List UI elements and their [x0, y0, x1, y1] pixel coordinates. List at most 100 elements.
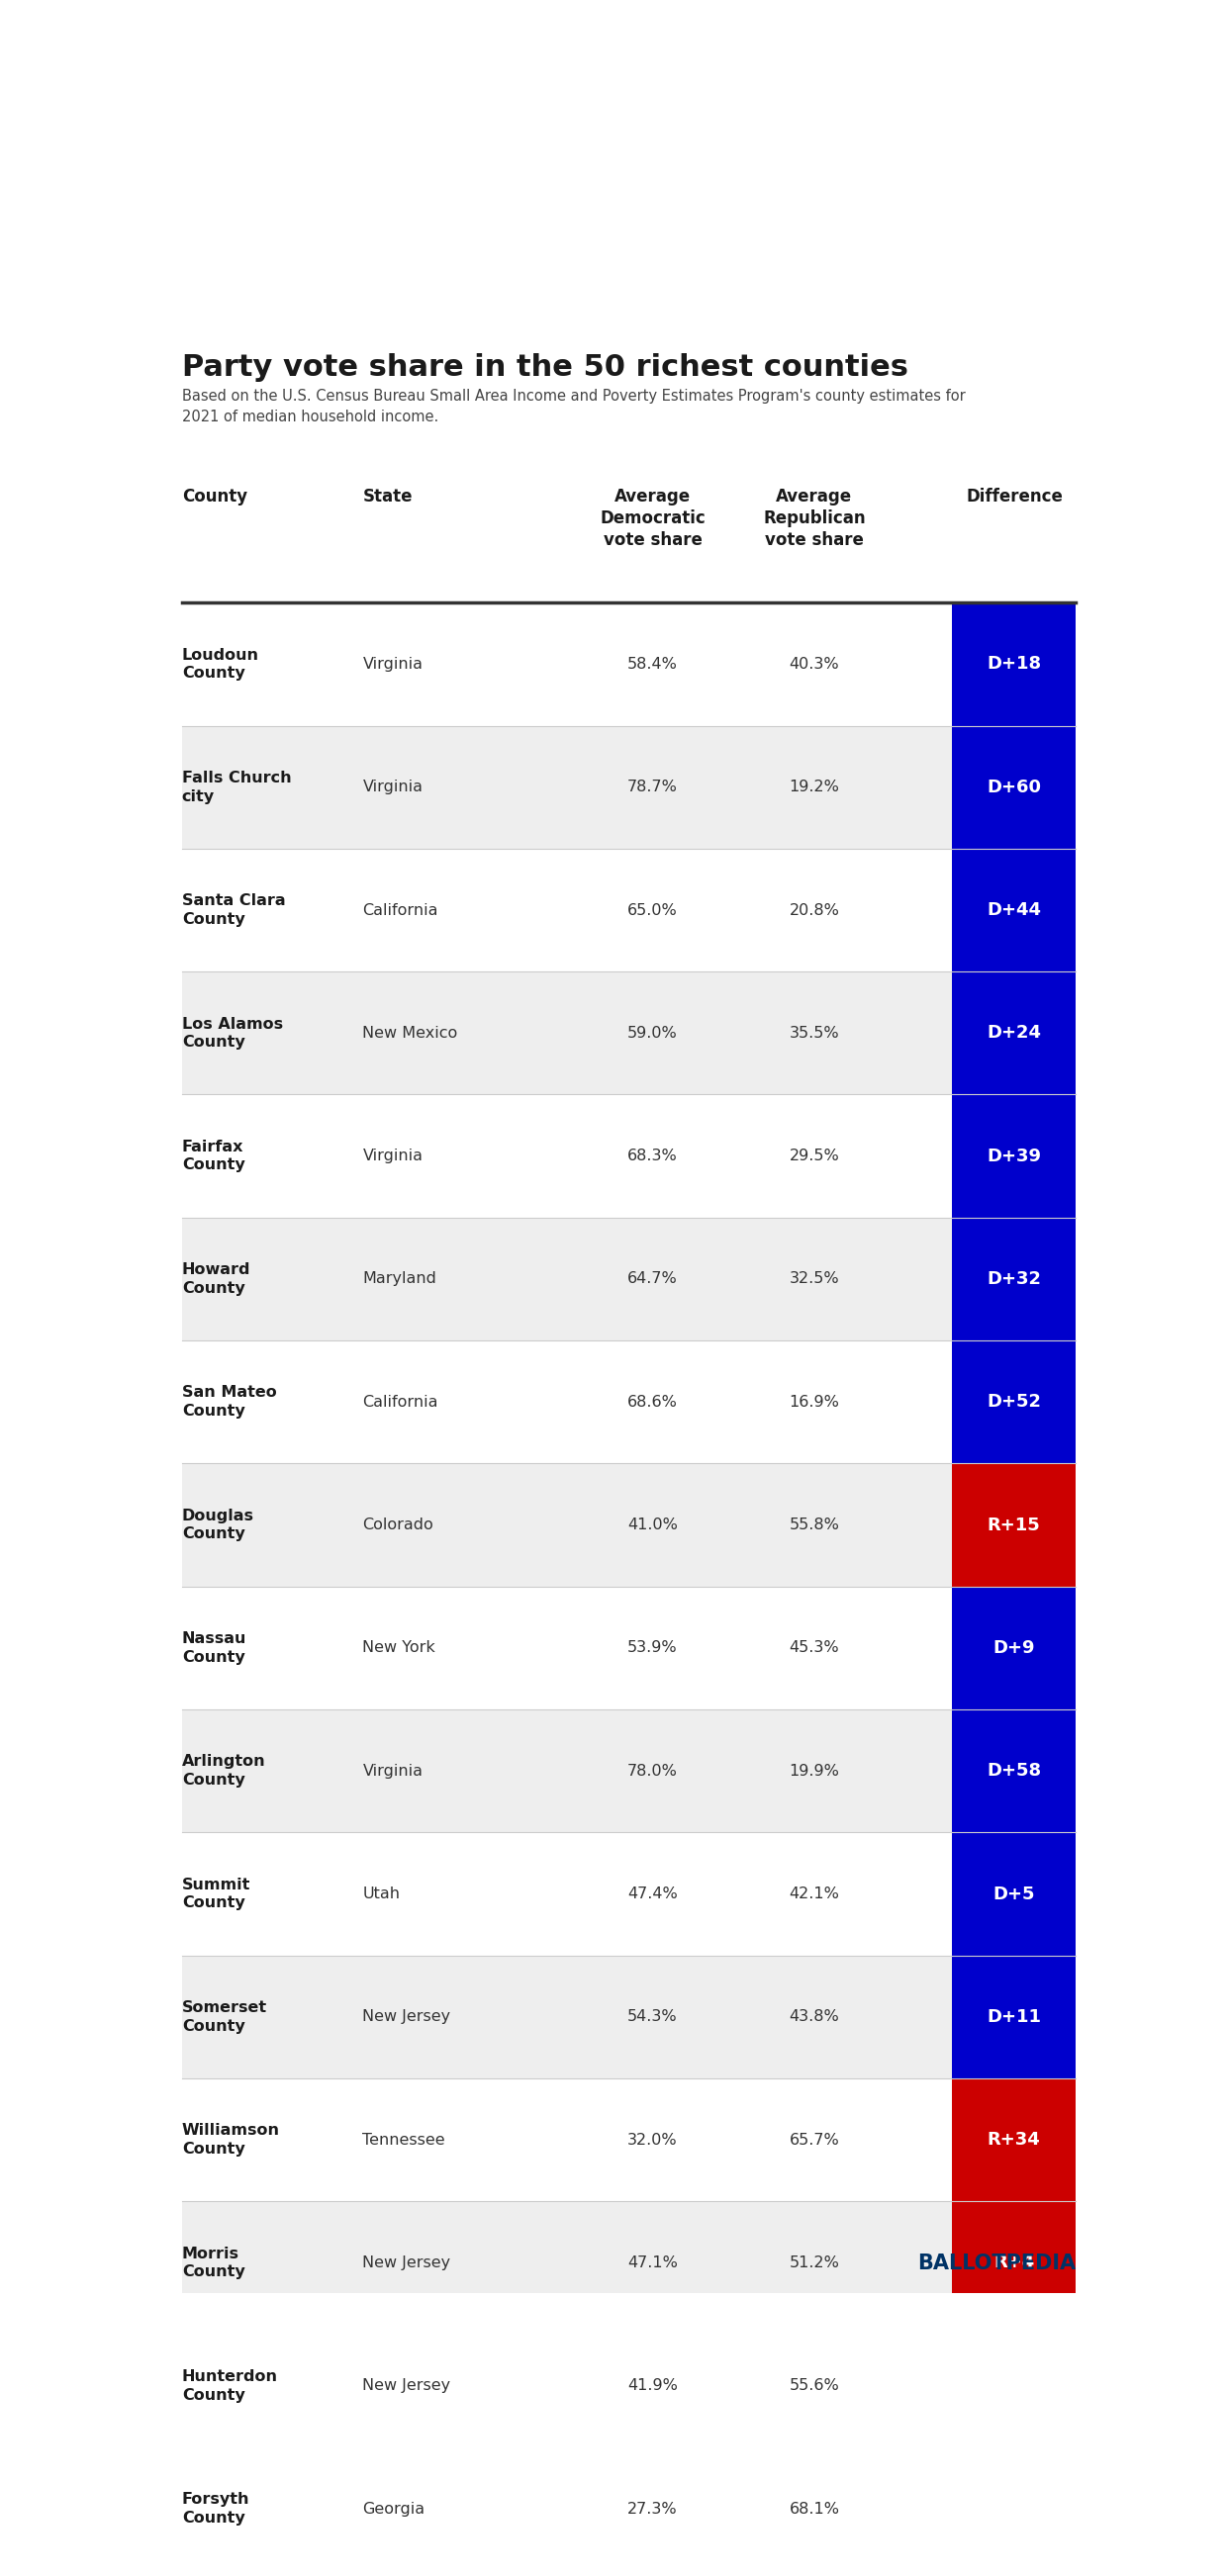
Text: Average
Republican
vote share: Average Republican vote share [763, 487, 865, 549]
Bar [952, 603, 1076, 726]
Bar [952, 2202, 1076, 2324]
Bar [952, 2079, 1076, 2202]
Text: Loudoun
County: Loudoun County [182, 647, 259, 680]
Text: D+60: D+60 [987, 778, 1042, 796]
Text: Hunterdon
County: Hunterdon County [182, 2370, 277, 2403]
Text: 40.3%: 40.3% [789, 657, 839, 672]
Text: D+39: D+39 [987, 1146, 1042, 1164]
Bar [182, 971, 952, 1095]
Text: Virginia: Virginia [363, 1149, 423, 1164]
Bar [952, 1463, 1076, 1587]
Text: 65.0%: 65.0% [627, 902, 677, 917]
Text: New Jersey: New Jersey [363, 2257, 450, 2269]
Bar [952, 1832, 1076, 1955]
Text: Morris
County: Morris County [182, 2246, 245, 2280]
Text: 55.6%: 55.6% [789, 2378, 839, 2393]
Bar [952, 726, 1076, 848]
Bar [952, 1218, 1076, 1340]
Text: California: California [363, 1394, 438, 1409]
Text: Summit
County: Summit County [182, 1878, 250, 1911]
Text: Party vote share in the 50 richest counties: Party vote share in the 50 richest count… [182, 353, 908, 381]
Text: R+34: R+34 [988, 2130, 1040, 2148]
Bar [182, 1095, 952, 1218]
Text: R+4: R+4 [994, 2254, 1034, 2272]
Text: New Mexico: New Mexico [363, 1025, 458, 1041]
Text: 20.8%: 20.8% [789, 902, 839, 917]
Text: BALLOTPEDIA: BALLOTPEDIA [918, 2254, 1076, 2272]
Text: D+9: D+9 [993, 1638, 1036, 1656]
Text: R+14: R+14 [988, 2378, 1040, 2396]
Text: D+18: D+18 [987, 654, 1042, 672]
Bar [182, 1340, 952, 1463]
Bar [182, 1587, 952, 1710]
Text: Georgia: Georgia [363, 2501, 425, 2517]
Text: 35.5%: 35.5% [789, 1025, 839, 1041]
Bar [182, 726, 952, 848]
Text: Virginia: Virginia [363, 1765, 423, 1777]
Bar [952, 1340, 1076, 1463]
Bar [182, 2324, 952, 2447]
Text: Howard
County: Howard County [182, 1262, 250, 1296]
Text: 42.1%: 42.1% [789, 1886, 839, 1901]
Bar [182, 603, 952, 726]
Text: 32.0%: 32.0% [627, 2133, 677, 2148]
Text: 47.4%: 47.4% [627, 1886, 677, 1901]
Text: 19.9%: 19.9% [789, 1765, 839, 1777]
Text: 29.5%: 29.5% [789, 1149, 839, 1164]
Text: 68.1%: 68.1% [789, 2501, 839, 2517]
Text: 47.1%: 47.1% [627, 2257, 677, 2269]
Bar [952, 1095, 1076, 1218]
Bar [182, 1218, 952, 1340]
Text: Los Alamos
County: Los Alamos County [182, 1018, 283, 1051]
Text: D+11: D+11 [987, 2009, 1042, 2025]
Text: Virginia: Virginia [363, 781, 423, 793]
Text: 78.7%: 78.7% [627, 781, 677, 793]
Text: 53.9%: 53.9% [627, 1641, 677, 1656]
Text: Arlington
County: Arlington County [182, 1754, 265, 1788]
Text: Douglas
County: Douglas County [182, 1510, 254, 1540]
Bar [182, 2202, 952, 2324]
Text: Colorado: Colorado [363, 1517, 433, 1533]
Text: Maryland: Maryland [363, 1273, 437, 1285]
Text: Santa Clara
County: Santa Clara County [182, 894, 286, 927]
Text: 16.9%: 16.9% [789, 1394, 839, 1409]
Text: 68.3%: 68.3% [627, 1149, 677, 1164]
Text: R+41: R+41 [988, 2499, 1040, 2517]
Text: Tennessee: Tennessee [363, 2133, 445, 2148]
Bar [952, 2447, 1076, 2571]
Bar [952, 2571, 1076, 2576]
Text: Fairfax
County: Fairfax County [182, 1139, 245, 1172]
Bar [182, 1463, 952, 1587]
Text: D+24: D+24 [987, 1025, 1042, 1043]
Text: 68.6%: 68.6% [627, 1394, 677, 1409]
Bar [182, 848, 952, 971]
Text: D+32: D+32 [987, 1270, 1042, 1288]
Text: D+44: D+44 [987, 902, 1042, 920]
Text: Average
Democratic
vote share: Average Democratic vote share [600, 487, 706, 549]
Text: 19.2%: 19.2% [789, 781, 839, 793]
Text: 41.0%: 41.0% [627, 1517, 677, 1533]
Bar [952, 1710, 1076, 1832]
Bar [952, 2324, 1076, 2447]
Text: New York: New York [363, 1641, 436, 1656]
Bar [952, 848, 1076, 971]
Text: 55.8%: 55.8% [789, 1517, 839, 1533]
Text: Somerset
County: Somerset County [182, 2002, 267, 2032]
Text: 64.7%: 64.7% [627, 1273, 677, 1285]
Text: State: State [363, 487, 412, 505]
Text: 54.3%: 54.3% [627, 2009, 677, 2025]
Bar [952, 1587, 1076, 1710]
Text: Nassau
County: Nassau County [182, 1631, 247, 1664]
Text: New Jersey: New Jersey [363, 2378, 450, 2393]
Text: New Jersey: New Jersey [363, 2009, 450, 2025]
Text: Utah: Utah [363, 1886, 400, 1901]
Bar [182, 1955, 952, 2079]
Text: Falls Church
city: Falls Church city [182, 770, 291, 804]
Text: 27.3%: 27.3% [627, 2501, 677, 2517]
Text: 32.5%: 32.5% [789, 1273, 839, 1285]
Text: D+52: D+52 [987, 1394, 1042, 1412]
Text: County: County [182, 487, 248, 505]
Text: 45.3%: 45.3% [789, 1641, 839, 1656]
Text: R+15: R+15 [988, 1517, 1040, 1533]
Text: Based on the U.S. Census Bureau Small Area Income and Poverty Estimates Program': Based on the U.S. Census Bureau Small Ar… [182, 389, 966, 425]
